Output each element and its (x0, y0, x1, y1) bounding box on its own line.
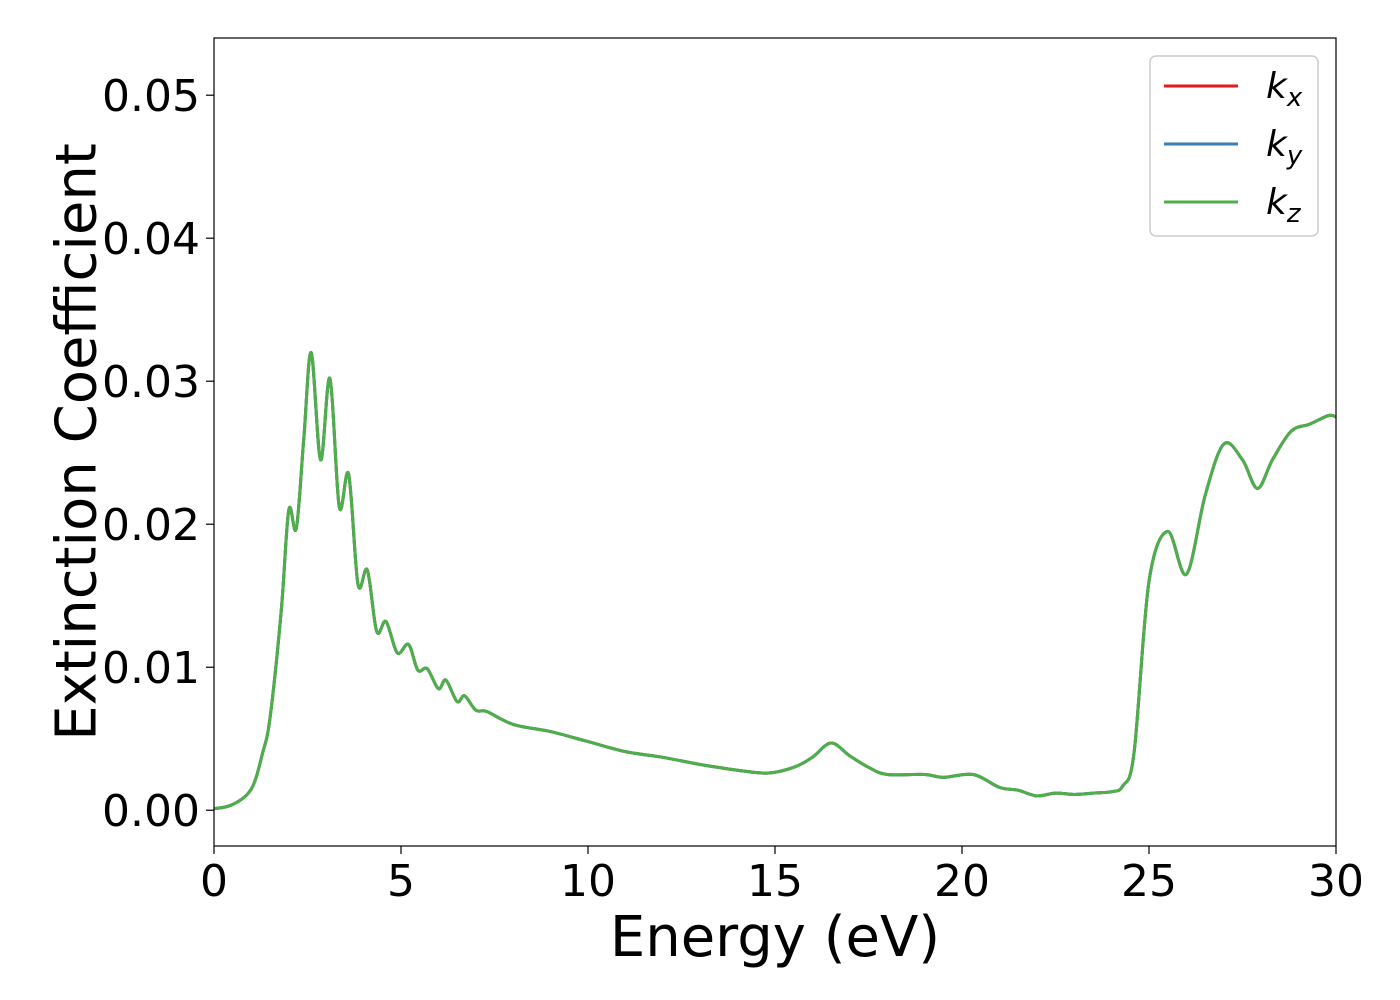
x-tick-label: 20 (934, 856, 990, 907)
x-tick-label: 25 (1121, 856, 1177, 907)
y-axis-label: Extinction Coefficient (45, 143, 110, 741)
y-tick-label: 0.04 (102, 214, 200, 265)
x-tick-label: 30 (1308, 856, 1364, 907)
legend-label-kx: kx (1266, 66, 1303, 113)
y-tick-label: 0.02 (102, 500, 200, 551)
x-tick-label: 0 (200, 856, 228, 907)
x-tick-label: 10 (560, 856, 616, 907)
series-line-kz (213, 351, 1337, 811)
x-axis-label: Energy (eV) (610, 905, 940, 970)
y-tick-label: 0.00 (102, 786, 200, 837)
legend-label-ky: ky (1266, 124, 1303, 171)
y-tick-label: 0.05 (102, 71, 200, 122)
x-tick-label: 15 (747, 856, 803, 907)
x-axis-ticks: 0 5 10 15 20 25 30 (200, 846, 1364, 907)
x-tick-label: 5 (387, 856, 415, 907)
y-tick-label: 0.03 (102, 357, 200, 408)
legend-box (1149, 55, 1319, 237)
y-tick-label: 0.01 (102, 643, 200, 694)
plot-lines (213, 351, 1337, 811)
y-axis-ticks: 0.00 0.01 0.02 0.03 0.04 0.05 (102, 71, 214, 837)
legend: kx ky kz (1149, 55, 1319, 237)
legend-label-kz: kz (1266, 182, 1302, 229)
